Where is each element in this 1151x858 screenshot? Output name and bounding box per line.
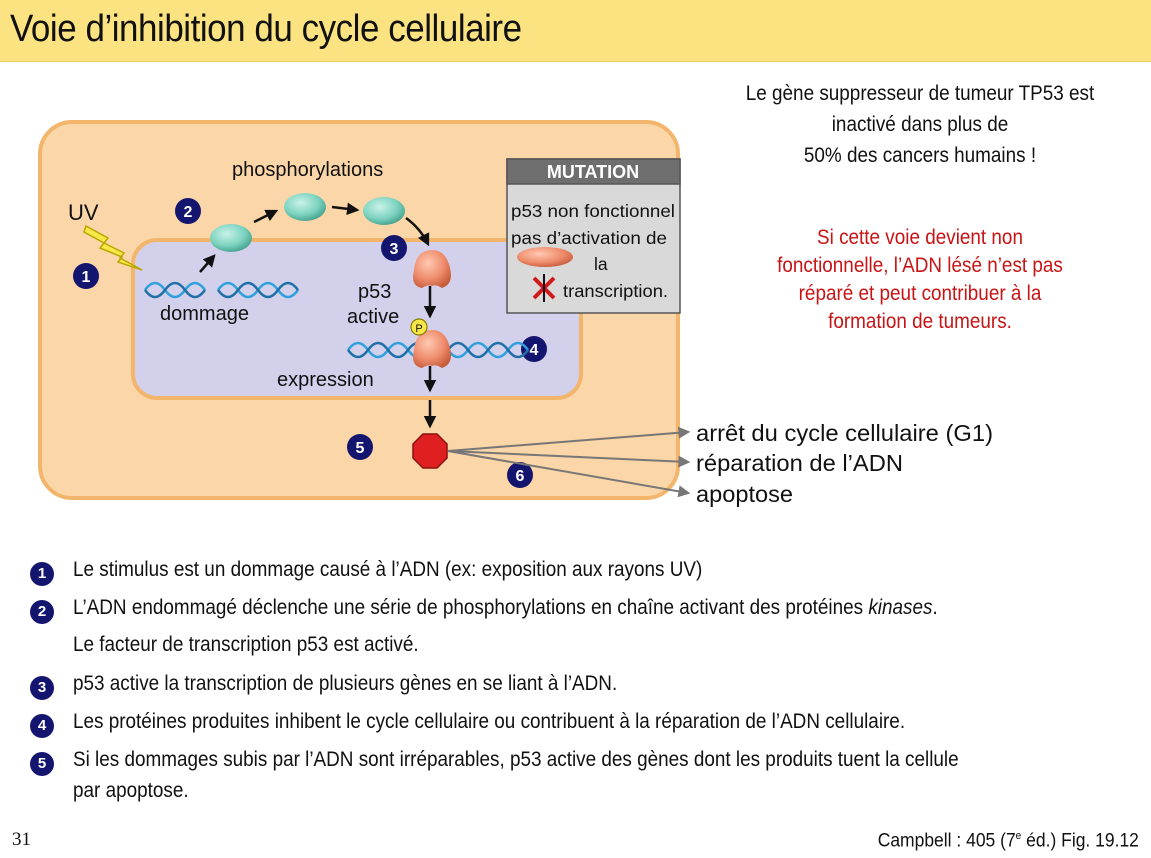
mutation-header: MUTATION [547,162,639,182]
outcome-cycle-arrest: arrêt du cycle cellulaire (G1) [696,420,993,446]
step-badge-1: 1 [73,263,99,289]
tumor-warning-line: fonctionnelle, l’ADN lésé n’est pas [777,254,1063,277]
mutation-box: MUTATION p53 non fonctionnel pas d’activ… [506,158,681,314]
arrow-to-dna-repair [447,450,691,468]
kinases-emphasis: kinases [868,596,933,619]
tumor-warning-line: Si cette voie devient non [817,226,1023,249]
mutation-line4: transcription. [563,281,668,301]
kinase-protein-1 [210,224,252,252]
step-number-badge: 4 [30,714,54,738]
step-badge-2: 2 [175,198,201,224]
svg-text:P: P [415,323,422,335]
phosphorylations-label: phosphorylations [232,159,383,181]
slide-title: Voie d’inhibition du cycle cellulaire [10,8,522,50]
svg-text:5: 5 [356,440,365,457]
page-number: 31 [12,829,31,850]
tp53-note-line: inactivé dans plus de [831,113,1009,136]
tp53-note-line: Le gène suppresseur de tumeur TP53 est [745,82,1095,105]
svg-text:1: 1 [82,269,91,286]
arrow-kinase2-to-kinase3 [331,202,360,216]
step-badge-6: 6 [507,462,533,488]
tumor-warning-line: réparé et peut contribuer à la [798,282,1042,305]
list-item-text: Si les dommages subis par l’ADN sont irr… [73,748,959,771]
phosphate-icon: P [410,318,428,336]
tumor-warning-note: Si cette voie devient non fonctionnelle,… [722,224,1118,336]
blocked-x-icon [532,274,556,302]
damaged-dna [143,281,300,299]
svg-text:6: 6 [516,468,525,485]
list-item-text: par apoptose. [73,779,189,802]
list-item-text: Le stimulus est un dommage causé à l’ADN… [73,558,703,581]
list-item-text: Le facteur de transcription p53 est acti… [73,633,419,656]
step-number-badge: 2 [30,600,54,624]
step-badge-3: 3 [381,235,407,261]
title-bar: Voie d’inhibition du cycle cellulaire [0,0,1151,62]
citation-prefix: Campbell : 405 (7 [877,830,1016,852]
p53-protein [413,250,451,288]
uv-label: UV [68,200,99,225]
stop-sign-icon [412,433,448,469]
step-badge-5: 5 [347,434,373,460]
kinase-protein-2 [284,193,326,221]
arrow-kinase1-to-kinase2 [253,209,279,224]
nucleus [131,238,583,400]
mutation-line3: la [594,254,608,274]
citation-suffix: éd.) Fig. 19.12 [1021,830,1139,852]
list-item-text: L’ADN endommagé déclenche une série de p… [73,596,938,619]
active-p53-protein [413,330,451,368]
citation: Campbell : 405 (7e éd.) Fig. 19.12 [878,830,1139,852]
svg-text:2: 2 [184,204,193,221]
dommage-label: dommage [160,303,249,325]
kinase-protein-3 [363,197,405,225]
arrow-kinase3-to-p53 [405,216,430,247]
arrow-to-apoptosis [447,450,691,498]
svg-text:3: 3 [390,241,399,258]
expression-label: expression [277,369,374,391]
arrow-to-cycle-arrest [447,426,691,452]
step-number-badge: 5 [30,752,54,776]
step-number-badge: 3 [30,676,54,700]
outcome-apoptosis: apoptose [696,481,793,507]
tp53-note: Le gène suppresseur de tumeur TP53 est i… [722,78,1118,171]
p53-pathway-diagram: UV 1 2 3 4 5 6 dommage phosphorylations [38,120,993,507]
p53-label: p53 [358,281,391,303]
mutation-line1: p53 non fonctionnel [511,201,675,221]
mutation-line2: pas d’activation de [511,228,667,248]
list-item-text: Les protéines produites inhibent le cycl… [73,710,906,733]
list-item-text: p53 active la transcription de plusieurs… [73,672,618,695]
svg-text:4: 4 [530,342,539,359]
outcome-dna-repair: réparation de l’ADN [696,450,903,476]
step-badge-4: 4 [521,336,547,362]
tp53-note-line: 50% des cancers humains ! [803,144,1037,167]
citation-superscript: e [1015,830,1022,842]
step-number-badge: 1 [30,562,54,586]
uv-lightning-icon [83,224,143,271]
mutant-p53-protein [517,247,573,267]
tumor-warning-line: formation de tumeurs. [828,310,1012,333]
arrow-dna-to-kinase [199,254,216,273]
p53-active-label: active [347,306,399,328]
